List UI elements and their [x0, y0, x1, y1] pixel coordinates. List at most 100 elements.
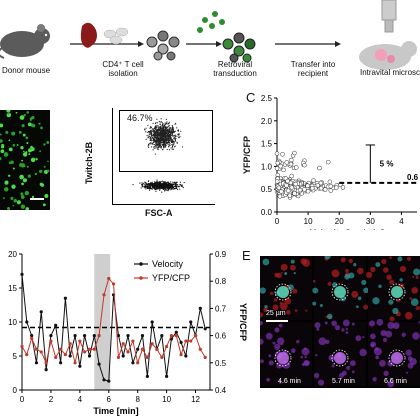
flow-dot [145, 131, 147, 133]
line-y2-axis-label: YFP/CFP [238, 303, 248, 341]
flow-dot [174, 183, 176, 185]
flow-dot [152, 133, 154, 135]
flow-dot [167, 182, 170, 184]
cell-outline [388, 283, 406, 301]
flow-dot [173, 183, 175, 185]
series-point-ratio [87, 347, 92, 351]
flow-dot [166, 186, 168, 188]
scatter-point [326, 159, 331, 165]
flow-dot [159, 134, 162, 136]
flow-dot [168, 141, 170, 143]
series-point-velocity [68, 354, 72, 358]
flow-dot [171, 139, 173, 142]
flow-dot [161, 127, 164, 129]
flow-dot [174, 140, 177, 142]
series-point-velocity [73, 334, 77, 338]
flow-dot [147, 145, 149, 147]
green-cell-dot [12, 204, 15, 207]
green-cell-dot [8, 174, 11, 177]
flow-dot [158, 137, 160, 139]
flow-dot [159, 147, 161, 149]
flow-dot [171, 125, 173, 127]
flow-dot [163, 181, 165, 183]
flow-dot [156, 122, 159, 124]
flow-dot [148, 185, 150, 187]
green-cell-dot [0, 139, 3, 143]
flow-dot [156, 132, 158, 134]
micrograph-tiles [257, 252, 420, 388]
green-cell-dot [30, 157, 36, 163]
flow-dot [164, 182, 166, 184]
series-point-ratio [54, 355, 58, 359]
flow-dot [155, 181, 157, 184]
scatter-point [334, 185, 339, 190]
flow-dot [160, 140, 162, 142]
series-point-velocity [34, 361, 39, 365]
flow-dot [167, 185, 169, 188]
line-y2-tick-label: 0.8 [215, 277, 227, 286]
flow-dot [157, 186, 159, 189]
flow-dot [154, 136, 157, 139]
green-cell-dot [12, 167, 15, 170]
green-cell-dot [26, 111, 30, 114]
series-point-velocity [49, 334, 53, 338]
flow-dot [167, 126, 170, 128]
flow-dot [154, 153, 157, 155]
green-cell-dot [11, 184, 16, 189]
flow-dot [153, 146, 155, 148]
flow-dot [152, 128, 154, 130]
flow-dot [168, 139, 171, 142]
line-x-tick-label: 10 [162, 395, 171, 404]
flow-dot [161, 133, 163, 135]
flow-dot [170, 137, 172, 139]
flow-dot [150, 142, 152, 144]
flow-dot [140, 187, 142, 189]
flow-dot [148, 184, 150, 186]
flow-dot [155, 126, 157, 129]
flow-dot [160, 183, 162, 186]
scatter-point [277, 194, 283, 199]
flow-dot [141, 185, 143, 187]
legend-swatch-dot [139, 276, 143, 280]
time-label-3: 6.6 min [384, 378, 407, 385]
flow-dot [152, 122, 154, 125]
scatter-point [288, 161, 294, 167]
series-point-ratio [63, 353, 67, 357]
series-point-ratio [92, 347, 96, 351]
series-point-velocity [107, 379, 111, 383]
green-cell-dot [20, 146, 24, 150]
flow-dot [169, 134, 171, 136]
flow-dot [153, 128, 155, 130]
flow-dot [165, 131, 168, 134]
flow-dot [148, 189, 151, 191]
scatter-point [289, 173, 294, 179]
scatter-point [274, 179, 280, 184]
scatter-point [328, 188, 333, 193]
flow-dot [164, 122, 166, 124]
flow-dot [148, 146, 150, 148]
flow-dot [168, 188, 171, 190]
flow-dot [179, 136, 181, 138]
scatter-y-tick-label: 0.0 [261, 208, 273, 217]
series-point-velocity [25, 320, 29, 324]
flow-dot [153, 136, 156, 138]
flow-dot [163, 187, 165, 189]
flow-dot [139, 182, 141, 184]
flow-dot [161, 191, 163, 193]
flow-dot [157, 124, 159, 127]
flow-dot [167, 184, 169, 186]
series-point-velocity [136, 347, 140, 351]
flow-dot [155, 142, 157, 144]
flow-dot [145, 127, 147, 129]
line-x-axis-label: Time [min] [93, 406, 138, 416]
flow-dot [170, 128, 172, 130]
flow-dot [161, 123, 164, 126]
series-point-velocity [160, 334, 164, 338]
scale-bar [30, 198, 44, 200]
green-cell-dot [47, 160, 49, 163]
flow-dot [132, 183, 134, 186]
flow-dot [151, 135, 153, 137]
flow-dot [169, 149, 171, 151]
flow-dot [150, 146, 153, 148]
series-point-ratio [102, 293, 106, 297]
